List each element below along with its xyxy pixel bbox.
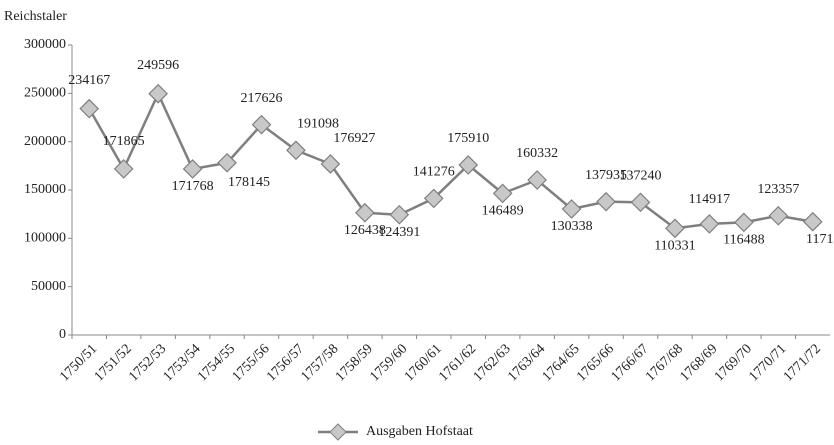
data-label: 176927 bbox=[333, 131, 375, 146]
y-tick-label: 0 bbox=[59, 327, 66, 342]
x-tick-label: 1767/68 bbox=[643, 341, 686, 384]
data-label: 171768 bbox=[172, 179, 214, 194]
y-tick-label: 50000 bbox=[31, 279, 66, 294]
marker bbox=[665, 218, 685, 239]
marker bbox=[148, 83, 168, 104]
marker bbox=[492, 183, 513, 204]
data-label: 146489 bbox=[482, 204, 524, 219]
marker bbox=[251, 114, 272, 135]
marker bbox=[355, 202, 375, 223]
x-tick-label: 1759/60 bbox=[367, 341, 410, 384]
marker bbox=[630, 192, 651, 213]
data-label: 114917 bbox=[689, 192, 730, 207]
data-label: 116488 bbox=[723, 233, 764, 248]
x-tick-label: 1755/56 bbox=[230, 341, 273, 384]
x-tick-label: 1768/69 bbox=[677, 341, 720, 384]
x-tick-label: 1771/72 bbox=[781, 341, 824, 384]
data-label: 123357 bbox=[757, 182, 799, 197]
x-tick-label: 1752/53 bbox=[126, 341, 169, 384]
x-tick-label: 1770/71 bbox=[746, 341, 789, 384]
x-tick-label: 1751/52 bbox=[92, 341, 135, 384]
marker bbox=[734, 212, 754, 233]
y-axis-label: Reichstaler bbox=[4, 9, 67, 24]
marker bbox=[182, 159, 203, 179]
x-tick-label: 1760/61 bbox=[402, 341, 445, 384]
marker bbox=[699, 214, 720, 234]
x-tick-label: 1763/64 bbox=[505, 341, 548, 384]
marker bbox=[768, 205, 789, 226]
x-tick-label: 1757/58 bbox=[298, 341, 341, 384]
y-tick-label: 150000 bbox=[24, 182, 66, 197]
data-label: 110331 bbox=[654, 239, 695, 254]
marker bbox=[802, 211, 823, 232]
x-tick-label: 1765/66 bbox=[574, 341, 617, 384]
x-tick-label: 1762/63 bbox=[471, 341, 514, 384]
marker bbox=[458, 155, 479, 175]
marker bbox=[423, 188, 444, 209]
marker bbox=[561, 199, 582, 219]
data-label: 249596 bbox=[137, 58, 179, 73]
data-label: 137935 bbox=[585, 168, 627, 183]
series-line bbox=[88, 90, 813, 230]
data-label: 126438 bbox=[344, 223, 386, 238]
marker bbox=[389, 204, 410, 225]
data-label: 175910 bbox=[447, 131, 489, 146]
y-tick-label: 200000 bbox=[24, 134, 66, 149]
legend-label: Ausgaben Hofstaat bbox=[366, 424, 473, 439]
x-tick-label: 1753/54 bbox=[161, 341, 204, 384]
legend-marker bbox=[329, 423, 347, 441]
data-label: 234167 bbox=[68, 73, 110, 88]
data-label: 124391 bbox=[378, 225, 420, 240]
data-label: 160332 bbox=[516, 146, 558, 161]
marker bbox=[527, 170, 547, 190]
x-tick-label: 1766/67 bbox=[609, 341, 652, 384]
data-label: 217626 bbox=[241, 91, 283, 106]
marker bbox=[286, 140, 306, 161]
x-tick-label: 1756/57 bbox=[264, 341, 307, 384]
x-tick-label: 1764/65 bbox=[540, 341, 583, 384]
y-tick-label: 300000 bbox=[24, 37, 66, 52]
data-label: 137240 bbox=[620, 169, 662, 184]
x-tick-label: 1750/51 bbox=[57, 341, 100, 384]
data-label: 171865 bbox=[103, 134, 145, 149]
x-tick-label: 1754/55 bbox=[195, 341, 238, 384]
data-label: 117171 bbox=[806, 232, 834, 247]
marker bbox=[113, 159, 134, 179]
data-label: 141276 bbox=[413, 165, 455, 180]
data-label: 178145 bbox=[228, 175, 270, 190]
x-tick-label: 1761/62 bbox=[436, 341, 479, 384]
y-tick-label: 250000 bbox=[24, 86, 66, 101]
marker bbox=[79, 98, 100, 119]
x-tick-label: 1758/59 bbox=[333, 341, 376, 384]
marker bbox=[217, 152, 237, 173]
marker bbox=[320, 154, 341, 174]
marker bbox=[596, 191, 616, 212]
data-label: 191098 bbox=[297, 116, 339, 131]
data-label: 130338 bbox=[551, 219, 593, 234]
y-tick-label: 100000 bbox=[24, 231, 66, 246]
x-tick-label: 1769/70 bbox=[712, 341, 755, 384]
